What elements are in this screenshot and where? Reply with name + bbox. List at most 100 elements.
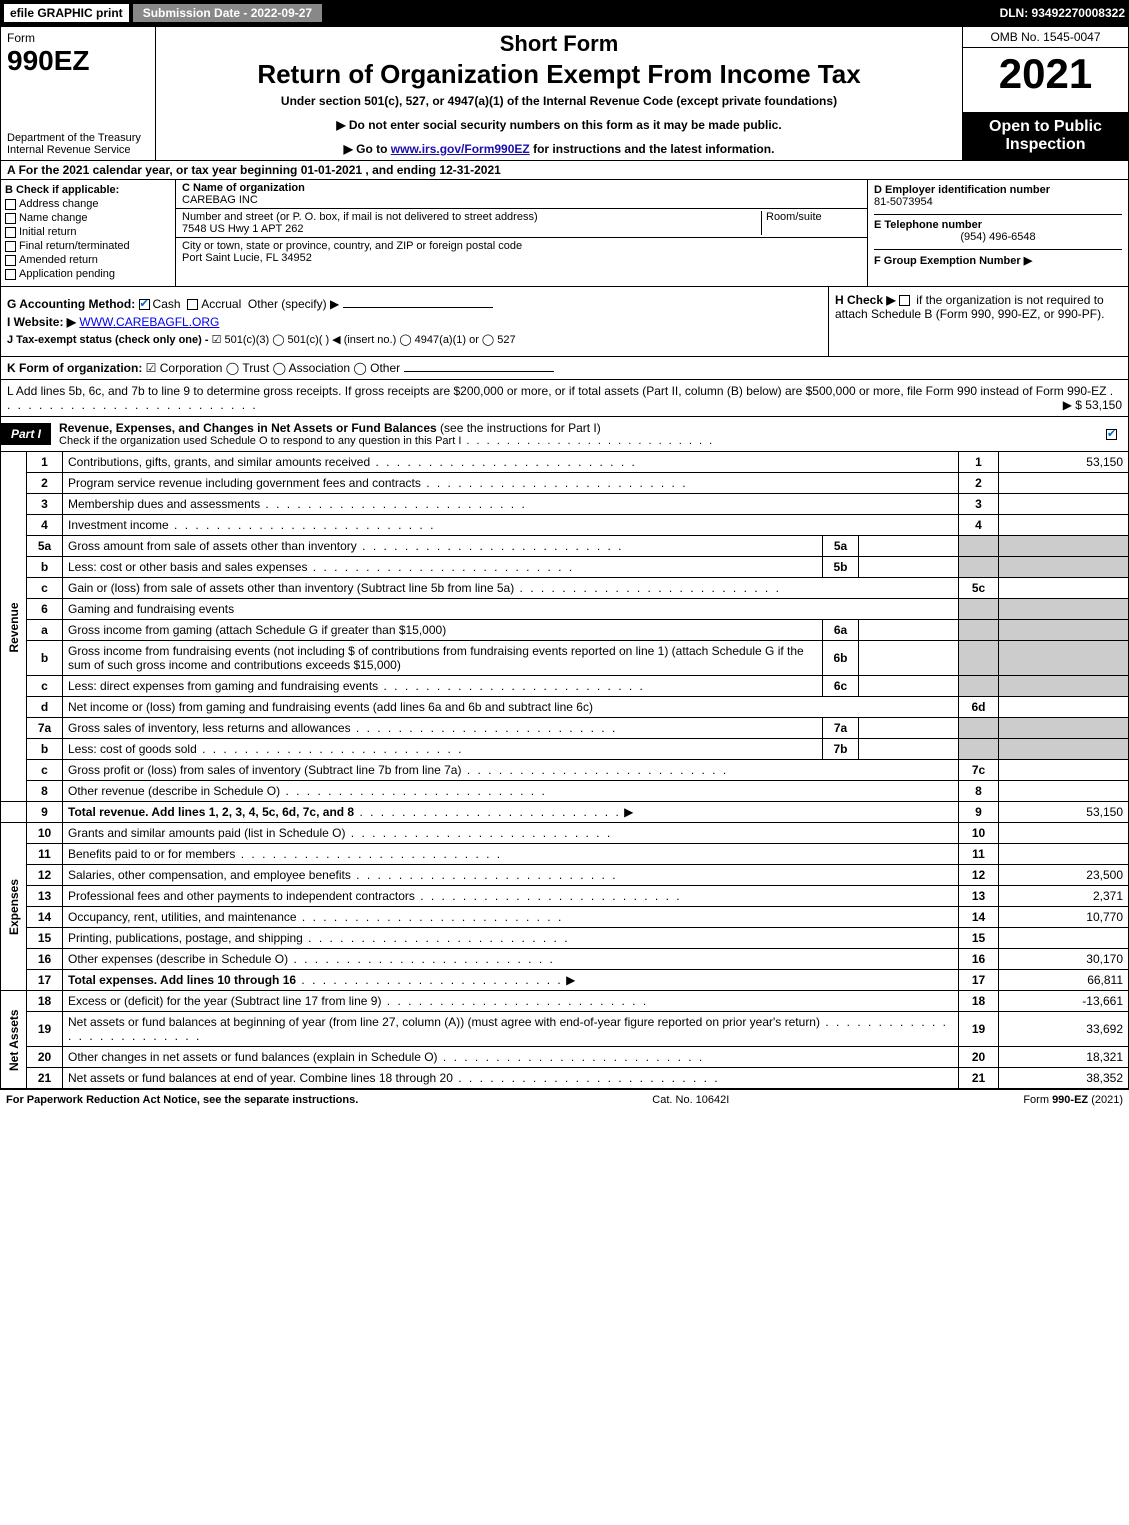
footer-left: For Paperwork Reduction Act Notice, see … — [6, 1094, 358, 1106]
line-4-value — [999, 515, 1129, 536]
line-12-rnum: 12 — [959, 865, 999, 886]
form-word: Form — [7, 31, 149, 45]
cb-final-return[interactable]: Final return/terminated — [5, 240, 171, 252]
line-7c-rnum: 7c — [959, 760, 999, 781]
line-11-text: Benefits paid to or for members — [63, 844, 959, 865]
line-18-num: 18 — [27, 991, 63, 1012]
line-5a-innum: 5a — [823, 536, 859, 557]
k-other-input[interactable] — [404, 371, 554, 372]
efile-print-label[interactable]: efile GRAPHIC print — [4, 4, 129, 22]
cb-amended-return[interactable]: Amended return — [5, 254, 171, 266]
line-5a-shade-v — [999, 536, 1129, 557]
line-1-value: 53,150 — [999, 452, 1129, 473]
line-7c-num: c — [27, 760, 63, 781]
cb-cash[interactable] — [139, 299, 150, 310]
line-10-num: 10 — [27, 823, 63, 844]
line-3-num: 3 — [27, 494, 63, 515]
line-14-num: 14 — [27, 907, 63, 928]
line-6c-shade — [959, 676, 999, 697]
row-a-lead: A — [7, 163, 15, 177]
line-7b-num: b — [27, 739, 63, 760]
cb-application-pending[interactable]: Application pending — [5, 268, 171, 280]
cb-schedule-b[interactable] — [899, 295, 910, 306]
line-7a-innum: 7a — [823, 718, 859, 739]
line-9-text: Total revenue. Add lines 1, 2, 3, 4, 5c,… — [63, 802, 959, 823]
irs-link[interactable]: www.irs.gov/Form990EZ — [391, 142, 530, 156]
part-1-schedule-o-check[interactable] — [1098, 427, 1128, 441]
line-19-value: 33,692 — [999, 1012, 1129, 1047]
line-6d-value — [999, 697, 1129, 718]
org-name-label: C Name of organization — [182, 182, 305, 194]
line-21-rnum: 21 — [959, 1068, 999, 1089]
cb-address-change[interactable]: Address change — [5, 198, 171, 210]
form-header: Form 990EZ Department of the Treasury In… — [0, 26, 1129, 161]
page-footer: For Paperwork Reduction Act Notice, see … — [0, 1089, 1129, 1110]
line-4-rnum: 4 — [959, 515, 999, 536]
ein-label: D Employer identification number — [874, 184, 1122, 196]
line-10-text: Grants and similar amounts paid (list in… — [63, 823, 959, 844]
line-10-value — [999, 823, 1129, 844]
line-5c-value — [999, 578, 1129, 599]
group-exemption-label: F Group Exemption Number ▶ — [874, 254, 1122, 267]
section-bcd: B Check if applicable: Address change Na… — [0, 180, 1129, 287]
line-19-rnum: 19 — [959, 1012, 999, 1047]
line-7b-shade — [959, 739, 999, 760]
line-14-rnum: 14 — [959, 907, 999, 928]
other-specify-input[interactable] — [343, 307, 493, 308]
line-6a-text: Gross income from gaming (attach Schedul… — [63, 620, 823, 641]
line-6b-innum: 6b — [823, 641, 859, 676]
column-b-checkboxes: B Check if applicable: Address change Na… — [1, 180, 176, 286]
line-7a-shade-v — [999, 718, 1129, 739]
line-3-value — [999, 494, 1129, 515]
line-6c-innum: 6c — [823, 676, 859, 697]
line-5a-num: 5a — [27, 536, 63, 557]
line-9-num: 9 — [27, 802, 63, 823]
line-20-text: Other changes in net assets or fund bala… — [63, 1047, 959, 1068]
line-19-num: 19 — [27, 1012, 63, 1047]
accrual-label: Accrual — [201, 297, 241, 311]
gh-left: G Accounting Method: Cash Accrual Other … — [1, 287, 828, 356]
column-c-org-info: C Name of organization CAREBAG INC Numbe… — [176, 180, 868, 286]
row-k-org-form: K Form of organization: ☑ Corporation ◯ … — [0, 357, 1129, 380]
line-6c-inval — [859, 676, 959, 697]
accounting-method-label: G Accounting Method: — [7, 297, 135, 311]
k-options[interactable]: ☑ Corporation ◯ Trust ◯ Association ◯ Ot… — [146, 361, 400, 375]
cb-accrual[interactable] — [187, 299, 198, 310]
part-1-header: Part I Revenue, Expenses, and Changes in… — [0, 417, 1129, 452]
col-b-header: B Check if applicable: — [5, 184, 171, 196]
line-5b-text: Less: cost or other basis and sales expe… — [63, 557, 823, 578]
line-7b-inval — [859, 739, 959, 760]
line-17-value: 66,811 — [999, 970, 1129, 991]
line-6a-shade-v — [999, 620, 1129, 641]
footer-right: Form 990-EZ (2021) — [1023, 1094, 1123, 1106]
line-5a-inval — [859, 536, 959, 557]
cb-name-change[interactable]: Name change — [5, 212, 171, 224]
line-4-text: Investment income — [63, 515, 959, 536]
dln-label: DLN: 93492270008322 — [1000, 6, 1125, 20]
line-6-text: Gaming and fundraising events — [63, 599, 959, 620]
line-20-num: 20 — [27, 1047, 63, 1068]
line-9-value: 53,150 — [999, 802, 1129, 823]
row-l-gross-receipts: L Add lines 5b, 6c, and 7b to line 9 to … — [0, 380, 1129, 417]
netassets-section-label: Net Assets — [1, 991, 27, 1089]
line-7a-inval — [859, 718, 959, 739]
line-7b-innum: 7b — [823, 739, 859, 760]
website-link[interactable]: WWW.CAREBAGFL.ORG — [79, 315, 219, 329]
line-10-rnum: 10 — [959, 823, 999, 844]
short-form-title: Short Form — [162, 31, 956, 57]
line-6-shade — [959, 599, 999, 620]
line-9-rnum: 9 — [959, 802, 999, 823]
line-19-text: Net assets or fund balances at beginning… — [63, 1012, 959, 1047]
street-value: 7548 US Hwy 1 APT 262 — [182, 223, 303, 235]
line-11-value — [999, 844, 1129, 865]
line-6-shade-v — [999, 599, 1129, 620]
column-d-ein: D Employer identification number 81-5073… — [868, 180, 1128, 286]
line-6b-text: Gross income from fundraising events (no… — [63, 641, 823, 676]
cb-initial-return[interactable]: Initial return — [5, 226, 171, 238]
tax-exempt-options[interactable]: ☑ 501(c)(3) ◯ 501(c)( ) ◀ (insert no.) ◯… — [212, 334, 516, 346]
line-6d-num: d — [27, 697, 63, 718]
part-1-tag: Part I — [1, 423, 51, 445]
line-14-text: Occupancy, rent, utilities, and maintena… — [63, 907, 959, 928]
line-8-value — [999, 781, 1129, 802]
line-15-num: 15 — [27, 928, 63, 949]
